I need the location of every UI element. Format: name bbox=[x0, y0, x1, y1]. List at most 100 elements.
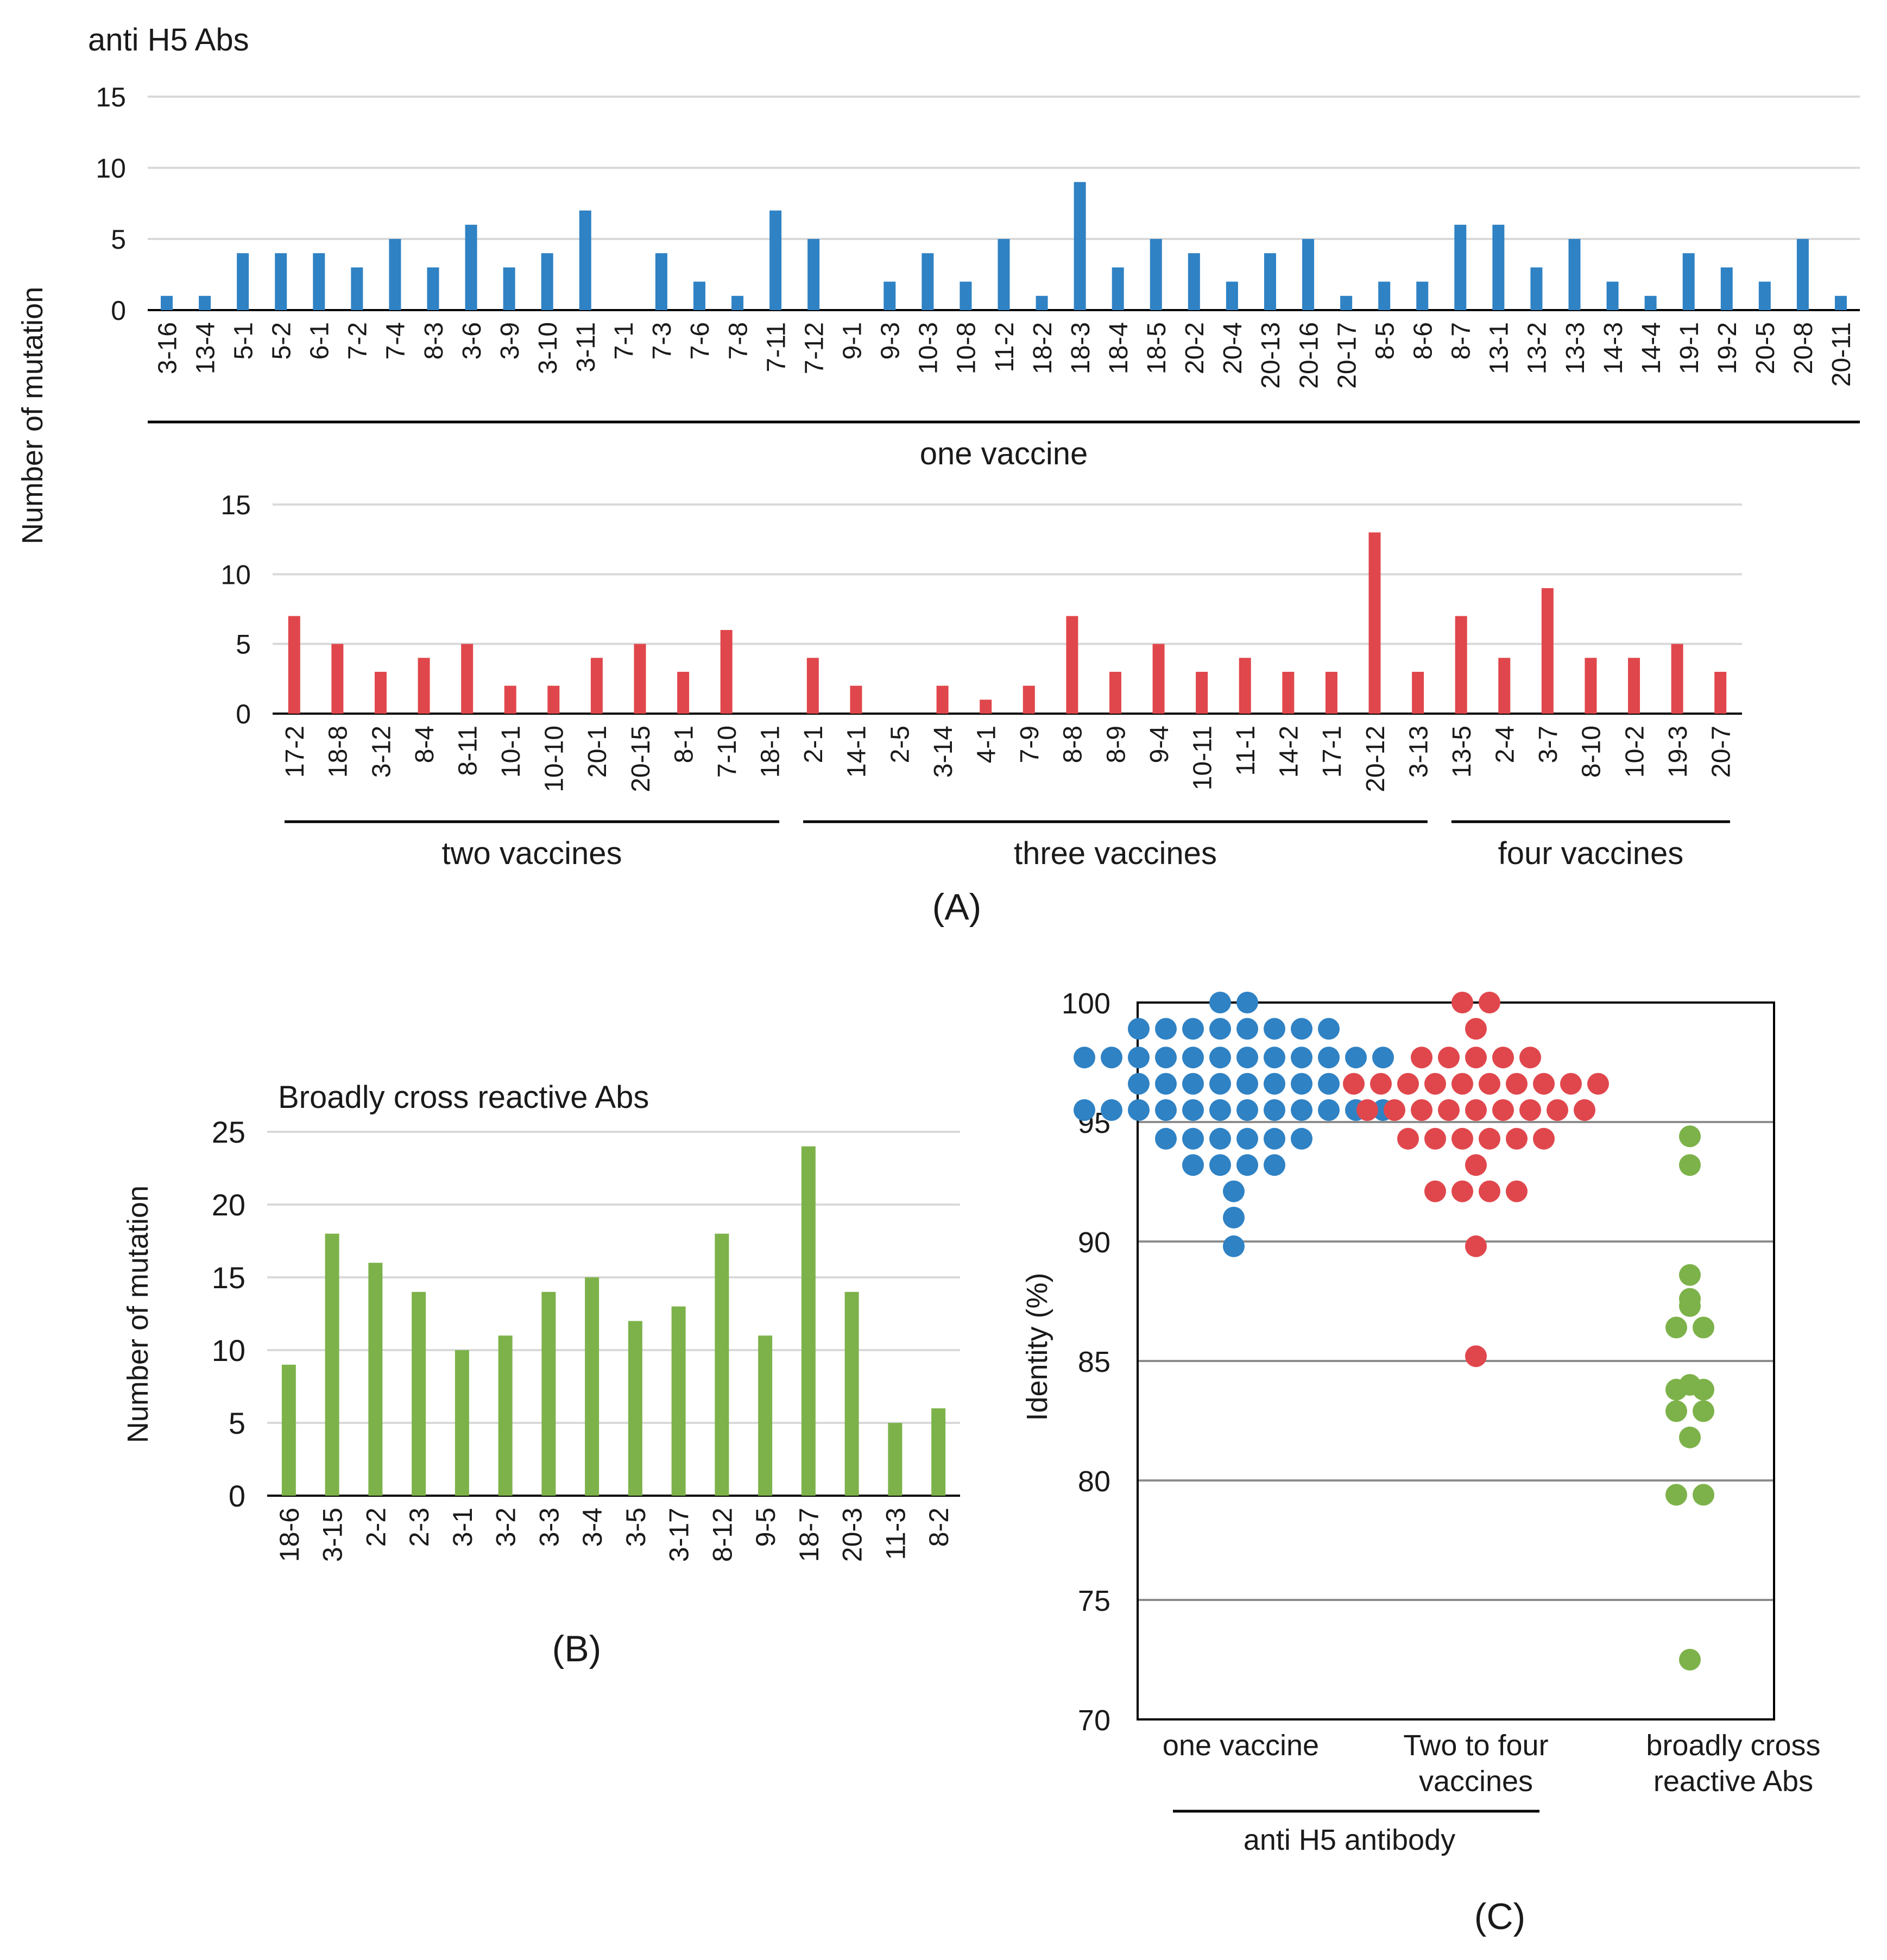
group-label: two vaccines bbox=[442, 836, 622, 871]
x-tick-label: 8-7 bbox=[1447, 322, 1476, 360]
data-point bbox=[1679, 1649, 1701, 1671]
data-point bbox=[1451, 992, 1473, 1013]
data-point bbox=[1209, 1073, 1231, 1095]
data-point bbox=[1128, 1047, 1150, 1069]
data-point bbox=[1397, 1073, 1419, 1095]
x-tick-label: 7-10 bbox=[713, 726, 742, 778]
bar bbox=[1412, 672, 1424, 714]
bar bbox=[1834, 295, 1847, 310]
data-point bbox=[1264, 1099, 1285, 1121]
y-tick-label: 0 bbox=[236, 699, 251, 729]
bar bbox=[1302, 239, 1315, 310]
x-tick-label: 20-2 bbox=[1181, 322, 1209, 374]
x-tick-label: 14-1 bbox=[843, 726, 872, 778]
bar bbox=[883, 281, 896, 310]
bar bbox=[1239, 658, 1251, 714]
bar bbox=[585, 1277, 599, 1496]
data-point bbox=[1397, 1127, 1419, 1150]
data-point bbox=[1291, 1018, 1312, 1040]
data-point bbox=[1318, 1073, 1340, 1095]
x-tick-label: 14-2 bbox=[1275, 726, 1304, 778]
bar bbox=[1340, 295, 1353, 310]
data-point bbox=[1574, 1099, 1595, 1121]
data-point bbox=[1236, 1154, 1258, 1176]
bar bbox=[671, 1306, 686, 1496]
bar bbox=[590, 658, 603, 714]
bar bbox=[1109, 672, 1121, 714]
x-tick-label: 3-6 bbox=[458, 322, 487, 360]
group-label: three vaccines bbox=[1014, 836, 1217, 871]
bar bbox=[677, 672, 690, 714]
data-point bbox=[1547, 1099, 1568, 1121]
x-tick-label: 7-12 bbox=[800, 322, 829, 374]
bar bbox=[374, 672, 387, 714]
data-point bbox=[1209, 1047, 1231, 1069]
data-point bbox=[1424, 1180, 1446, 1202]
x-tick-label: 19-2 bbox=[1713, 322, 1742, 374]
y-tick-label: 5 bbox=[111, 224, 126, 255]
data-point bbox=[1209, 1154, 1231, 1176]
y-tick-label: 15 bbox=[96, 82, 126, 112]
bar bbox=[844, 1291, 859, 1496]
data-point bbox=[1679, 1125, 1701, 1148]
data-point bbox=[1291, 1099, 1312, 1121]
data-point bbox=[1693, 1400, 1714, 1422]
x-tick-label: 3-11 bbox=[572, 322, 601, 373]
x-tick-label: 14-4 bbox=[1637, 322, 1666, 374]
data-point bbox=[1533, 1127, 1555, 1150]
data-point bbox=[1318, 1047, 1340, 1069]
data-point bbox=[1438, 1047, 1460, 1069]
chart-title: Broadly cross reactive Abs bbox=[278, 1080, 649, 1115]
x-tick-label: 14-3 bbox=[1599, 322, 1628, 374]
data-point bbox=[1679, 1426, 1701, 1448]
x-tick-label: 10-2 bbox=[1620, 726, 1649, 778]
y-tick-label: 70 bbox=[1078, 1704, 1110, 1737]
data-point bbox=[1479, 1073, 1500, 1095]
data-point bbox=[1411, 1099, 1432, 1121]
x-tick-label: 18-1 bbox=[756, 726, 785, 778]
bar bbox=[1066, 616, 1078, 714]
data-point bbox=[1155, 1127, 1177, 1150]
y-tick-label: 25 bbox=[212, 1115, 245, 1149]
x-tick-label: 20-16 bbox=[1295, 322, 1323, 389]
data-point bbox=[1236, 1073, 1258, 1095]
x-tick-label: 8-11 bbox=[453, 726, 482, 776]
data-point bbox=[1465, 1345, 1487, 1367]
x-tick-label: 3-1 bbox=[447, 1508, 478, 1547]
bar bbox=[498, 1335, 513, 1496]
data-point bbox=[1236, 992, 1258, 1013]
bar bbox=[715, 1233, 729, 1496]
data-point bbox=[1451, 1180, 1473, 1202]
x-category-label: broadly cross bbox=[1646, 1729, 1820, 1762]
data-point bbox=[1665, 1378, 1687, 1401]
x-tick-label: 7-8 bbox=[724, 322, 753, 360]
figure-label-b: (B) bbox=[552, 1628, 602, 1669]
y-tick-label: 5 bbox=[236, 629, 251, 660]
bar bbox=[931, 1408, 946, 1496]
bar bbox=[960, 281, 972, 310]
bar bbox=[1541, 588, 1554, 714]
y-tick-label: 85 bbox=[1078, 1346, 1110, 1378]
figure-label-a: (A) bbox=[932, 886, 982, 928]
data-point bbox=[1182, 1099, 1204, 1121]
y-tick-label: 0 bbox=[111, 295, 126, 326]
bar bbox=[503, 267, 515, 310]
x-tick-label: 20-5 bbox=[1751, 322, 1780, 374]
figure-label-c: (C) bbox=[1474, 1896, 1525, 1937]
x-tick-label: 10-10 bbox=[540, 726, 569, 792]
x-category-label: one vaccine bbox=[1163, 1729, 1319, 1762]
data-point bbox=[1693, 1484, 1714, 1506]
bar bbox=[1714, 672, 1727, 714]
y-tick-label: 10 bbox=[212, 1333, 245, 1367]
data-point bbox=[1128, 1073, 1150, 1095]
group-label: anti H5 antibody bbox=[1244, 1824, 1455, 1856]
x-tick-label: 9-3 bbox=[876, 322, 905, 360]
x-tick-label: 8-12 bbox=[707, 1508, 737, 1562]
bar bbox=[351, 267, 363, 310]
bar bbox=[368, 1263, 383, 1496]
x-tick-label: 3-17 bbox=[664, 1508, 695, 1562]
bar bbox=[412, 1291, 426, 1496]
data-point bbox=[1264, 1047, 1285, 1069]
x-tick-label: 6-1 bbox=[306, 322, 335, 360]
bar bbox=[807, 239, 820, 310]
